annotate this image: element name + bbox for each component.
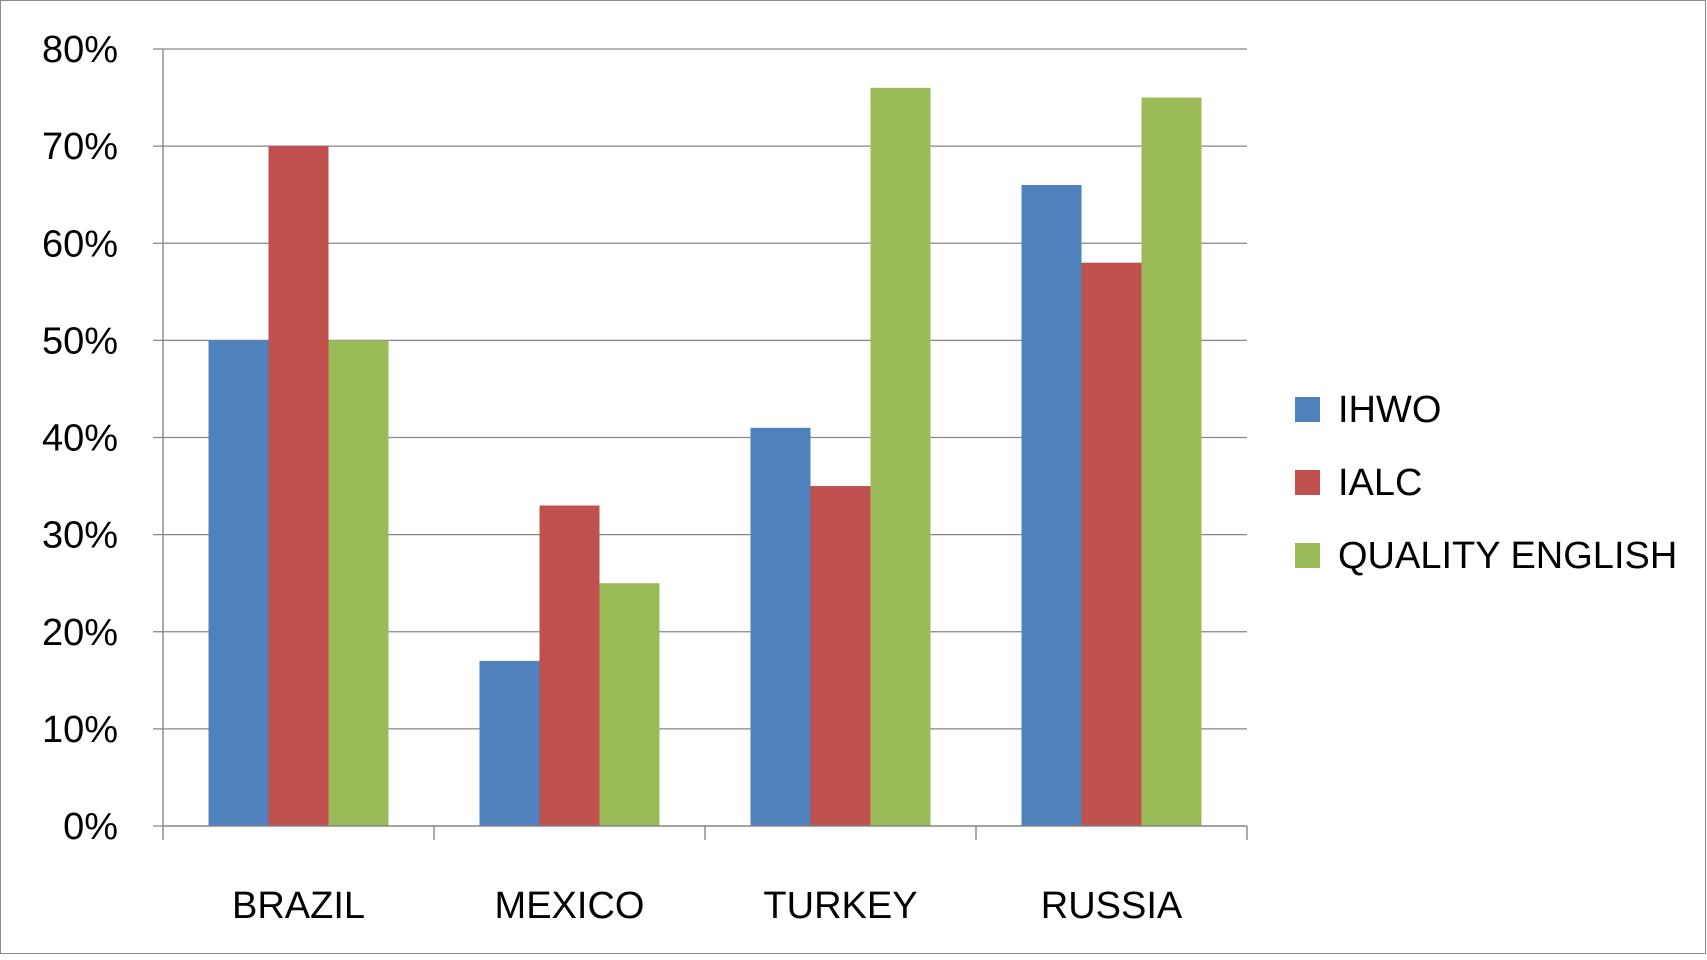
y-tick-label: 0% bbox=[63, 806, 118, 848]
y-tick-label: 20% bbox=[42, 612, 118, 654]
x-tick-label: BRAZIL bbox=[232, 885, 365, 927]
x-tick-label: TURKEY bbox=[763, 885, 917, 927]
y-tick-label: 40% bbox=[42, 418, 118, 460]
legend-swatch bbox=[1295, 397, 1320, 422]
y-tick-label: 60% bbox=[42, 223, 118, 265]
bar-quality-english-brazil bbox=[328, 340, 389, 826]
x-tick-label: MEXICO bbox=[495, 885, 645, 927]
x-tick-label: RUSSIA bbox=[1041, 885, 1183, 927]
legend-swatch bbox=[1295, 543, 1320, 568]
y-tick-label: 10% bbox=[42, 709, 118, 751]
y-axis-ticks: 0% 10% 20% 30% 40% 50% 60% 70% 80% bbox=[42, 29, 163, 848]
y-tick-label: 30% bbox=[42, 515, 118, 557]
bar-ihwo-mexico bbox=[479, 660, 540, 826]
legend: IHWO IALC QUALITY ENGLISH bbox=[1295, 389, 1677, 577]
bar-quality-english-russia bbox=[1141, 97, 1202, 826]
bar-ialc-russia bbox=[1081, 262, 1142, 826]
bar-ihwo-brazil bbox=[208, 340, 269, 826]
y-tick-label: 70% bbox=[42, 126, 118, 168]
bars bbox=[208, 87, 1202, 827]
bar-ihwo-turkey bbox=[750, 427, 811, 826]
y-tick-label: 50% bbox=[42, 320, 118, 362]
legend-label: QUALITY ENGLISH bbox=[1338, 535, 1677, 577]
legend-swatch bbox=[1295, 470, 1320, 495]
bar-ialc-turkey bbox=[810, 486, 871, 826]
bar-quality-english-turkey bbox=[870, 87, 931, 827]
y-tick-label: 80% bbox=[42, 29, 118, 71]
x-axis-ticks: BRAZIL MEXICO TURKEY RUSSIA bbox=[162, 826, 1248, 927]
bar-quality-english-mexico bbox=[599, 583, 660, 826]
legend-label: IALC bbox=[1338, 462, 1422, 504]
bar-ialc-brazil bbox=[268, 146, 329, 826]
bar-ialc-mexico bbox=[539, 505, 600, 826]
bar-ihwo-russia bbox=[1021, 184, 1082, 827]
legend-label: IHWO bbox=[1338, 389, 1441, 431]
